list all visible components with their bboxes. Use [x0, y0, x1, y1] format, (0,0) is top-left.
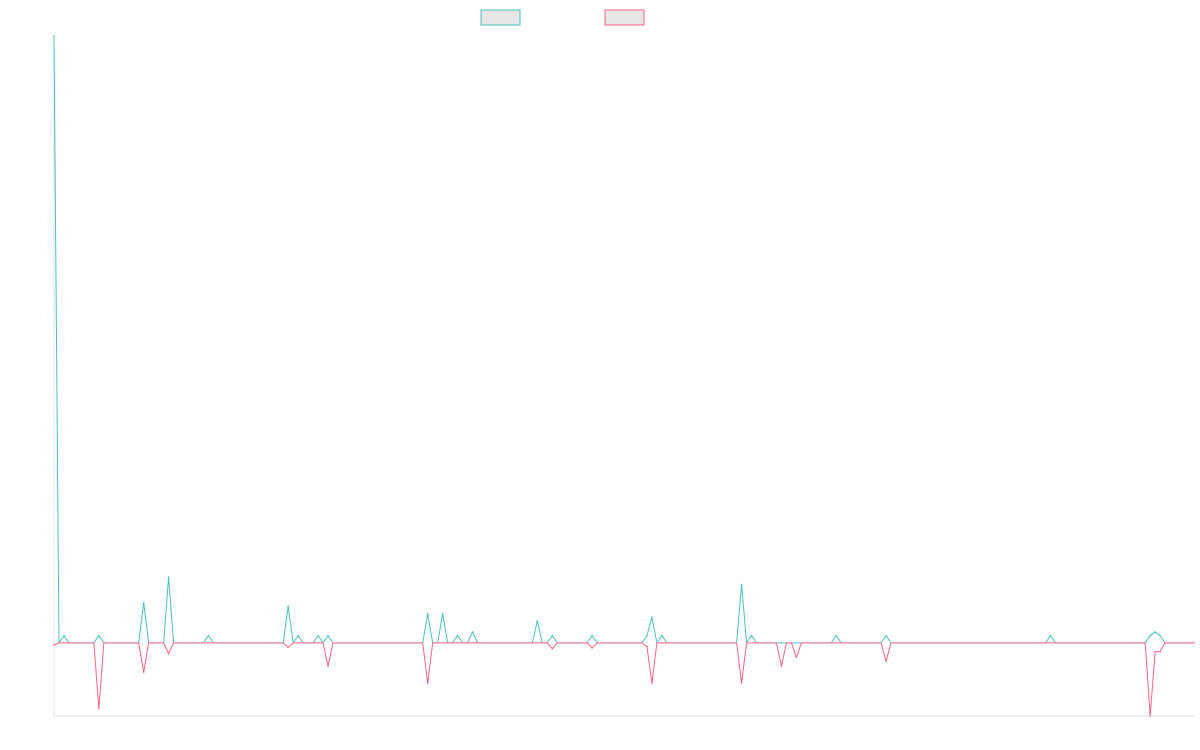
data-point[interactable] [327, 634, 329, 637]
data-point[interactable] [591, 647, 593, 649]
data-point[interactable] [835, 634, 838, 637]
series-line-2 [53, 642, 1195, 717]
data-point[interactable] [646, 645, 648, 648]
data-point[interactable] [456, 634, 459, 637]
data-point[interactable] [287, 605, 289, 608]
data-point[interactable] [661, 634, 663, 637]
data-point[interactable] [740, 682, 743, 684]
data-point[interactable] [795, 656, 798, 659]
data-point[interactable] [471, 631, 474, 633]
data-point[interactable] [142, 671, 145, 673]
legend-swatch-2[interactable] [604, 9, 645, 26]
data-point[interactable] [63, 634, 65, 637]
data-point[interactable] [1154, 650, 1156, 653]
data-point[interactable] [327, 665, 329, 668]
data-point[interactable] [1149, 634, 1151, 637]
data-point[interactable] [740, 583, 743, 586]
data-point[interactable] [207, 634, 210, 637]
data-point[interactable] [591, 634, 593, 637]
data-point[interactable] [426, 682, 429, 684]
data-point[interactable] [441, 612, 444, 615]
data-point[interactable] [780, 665, 783, 668]
data-point[interactable] [426, 612, 429, 615]
data-point[interactable] [167, 576, 170, 578]
data-point[interactable] [1149, 715, 1151, 717]
data-point[interactable] [551, 634, 554, 637]
data-point[interactable] [142, 601, 145, 604]
data-point[interactable] [551, 647, 554, 650]
data-point[interactable] [651, 682, 653, 684]
data-point[interactable] [885, 634, 887, 637]
data-point[interactable] [167, 653, 170, 655]
data-point[interactable] [98, 707, 100, 710]
data-point[interactable] [53, 35, 55, 37]
series-line-1 [53, 35, 1195, 644]
data-point[interactable] [646, 634, 648, 637]
legend [480, 9, 645, 26]
data-point[interactable] [297, 634, 299, 637]
data-point[interactable] [317, 634, 319, 637]
data-point[interactable] [1154, 631, 1156, 633]
data-point[interactable] [536, 620, 539, 622]
legend-swatch-1[interactable] [480, 9, 521, 26]
data-point[interactable] [651, 616, 653, 619]
data-point[interactable] [287, 646, 289, 649]
data-point[interactable] [1159, 650, 1161, 653]
data-point[interactable] [1159, 634, 1161, 637]
data-point[interactable] [53, 644, 55, 646]
series-layer [53, 35, 1195, 717]
data-point[interactable] [1049, 634, 1052, 637]
data-point[interactable] [98, 634, 100, 637]
data-point[interactable] [750, 634, 753, 637]
data-point[interactable] [885, 660, 887, 662]
